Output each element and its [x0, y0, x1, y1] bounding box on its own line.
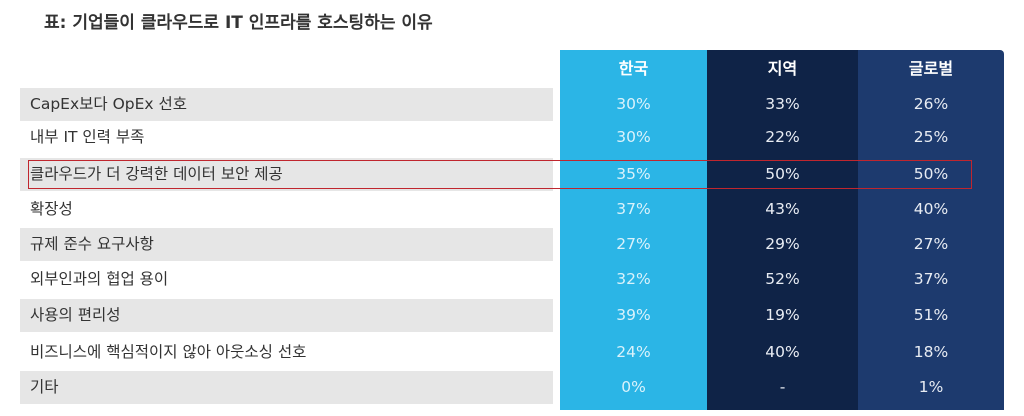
row-label: 확장성: [30, 200, 73, 218]
cell-region: 29%: [765, 235, 800, 253]
row-label-background: [20, 121, 553, 154]
row-label-background: [20, 336, 553, 369]
cell-global: 26%: [913, 95, 949, 113]
cell-global: 40%: [913, 200, 949, 218]
column-global-background: [858, 50, 1004, 410]
row-label-background: [20, 158, 553, 191]
cell-korea: 39%: [616, 306, 651, 324]
row-label: 내부 IT 인력 부족: [30, 128, 145, 146]
row-label: 기타: [30, 378, 59, 396]
row-label: 외부인과의 협업 용이: [30, 270, 169, 288]
cell-korea: 35%: [616, 165, 651, 183]
cell-global: 1%: [918, 378, 944, 396]
cell-korea: 27%: [616, 235, 651, 253]
column-header-korea: 한국: [618, 59, 649, 78]
cell-korea: 30%: [616, 128, 651, 146]
cell-korea: 24%: [616, 343, 651, 361]
cell-global: 25%: [913, 128, 949, 146]
row-label: 사용의 편리성: [30, 306, 121, 324]
cell-region: 43%: [765, 200, 800, 218]
row-label-background: [20, 193, 553, 226]
cell-global: 37%: [913, 270, 949, 288]
cell-global: 18%: [913, 343, 949, 361]
cell-korea: 0%: [621, 378, 646, 396]
cell-global: 51%: [913, 306, 949, 324]
row-label: 규제 준수 요구사항: [30, 235, 154, 253]
row-label-background: [20, 263, 553, 296]
column-header-global: 글로벌: [908, 59, 954, 78]
cell-region: -: [779, 378, 786, 396]
row-label-background: [20, 88, 553, 121]
cell-korea: 32%: [616, 270, 651, 288]
cell-korea: 37%: [616, 200, 651, 218]
cell-global: 50%: [913, 165, 949, 183]
highlight-box: [28, 160, 972, 189]
cell-region: 50%: [765, 165, 800, 183]
row-label-background: [20, 299, 553, 332]
column-header-region: 지역: [767, 59, 798, 78]
cell-region: 40%: [765, 343, 800, 361]
row-label: 클라우드가 더 강력한 데이터 보안 제공: [30, 165, 283, 183]
column-region-background: [707, 50, 858, 410]
cell-region: 22%: [765, 128, 800, 146]
cell-region: 33%: [765, 95, 800, 113]
cell-region: 52%: [765, 270, 800, 288]
table-title: 표: 기업들이 클라우드로 IT 인프라를 호스팅하는 이유: [44, 13, 433, 33]
column-korea-background: [560, 50, 707, 410]
cell-global: 27%: [913, 235, 949, 253]
row-label-background: [20, 371, 553, 404]
cell-region: 19%: [765, 306, 800, 324]
row-label: 비즈니스에 핵심적이지 않아 아웃소싱 선호: [30, 343, 307, 361]
cell-korea: 30%: [616, 95, 651, 113]
row-label: CapEx보다 OpEx 선호: [30, 95, 188, 113]
row-label-background: [20, 228, 553, 261]
